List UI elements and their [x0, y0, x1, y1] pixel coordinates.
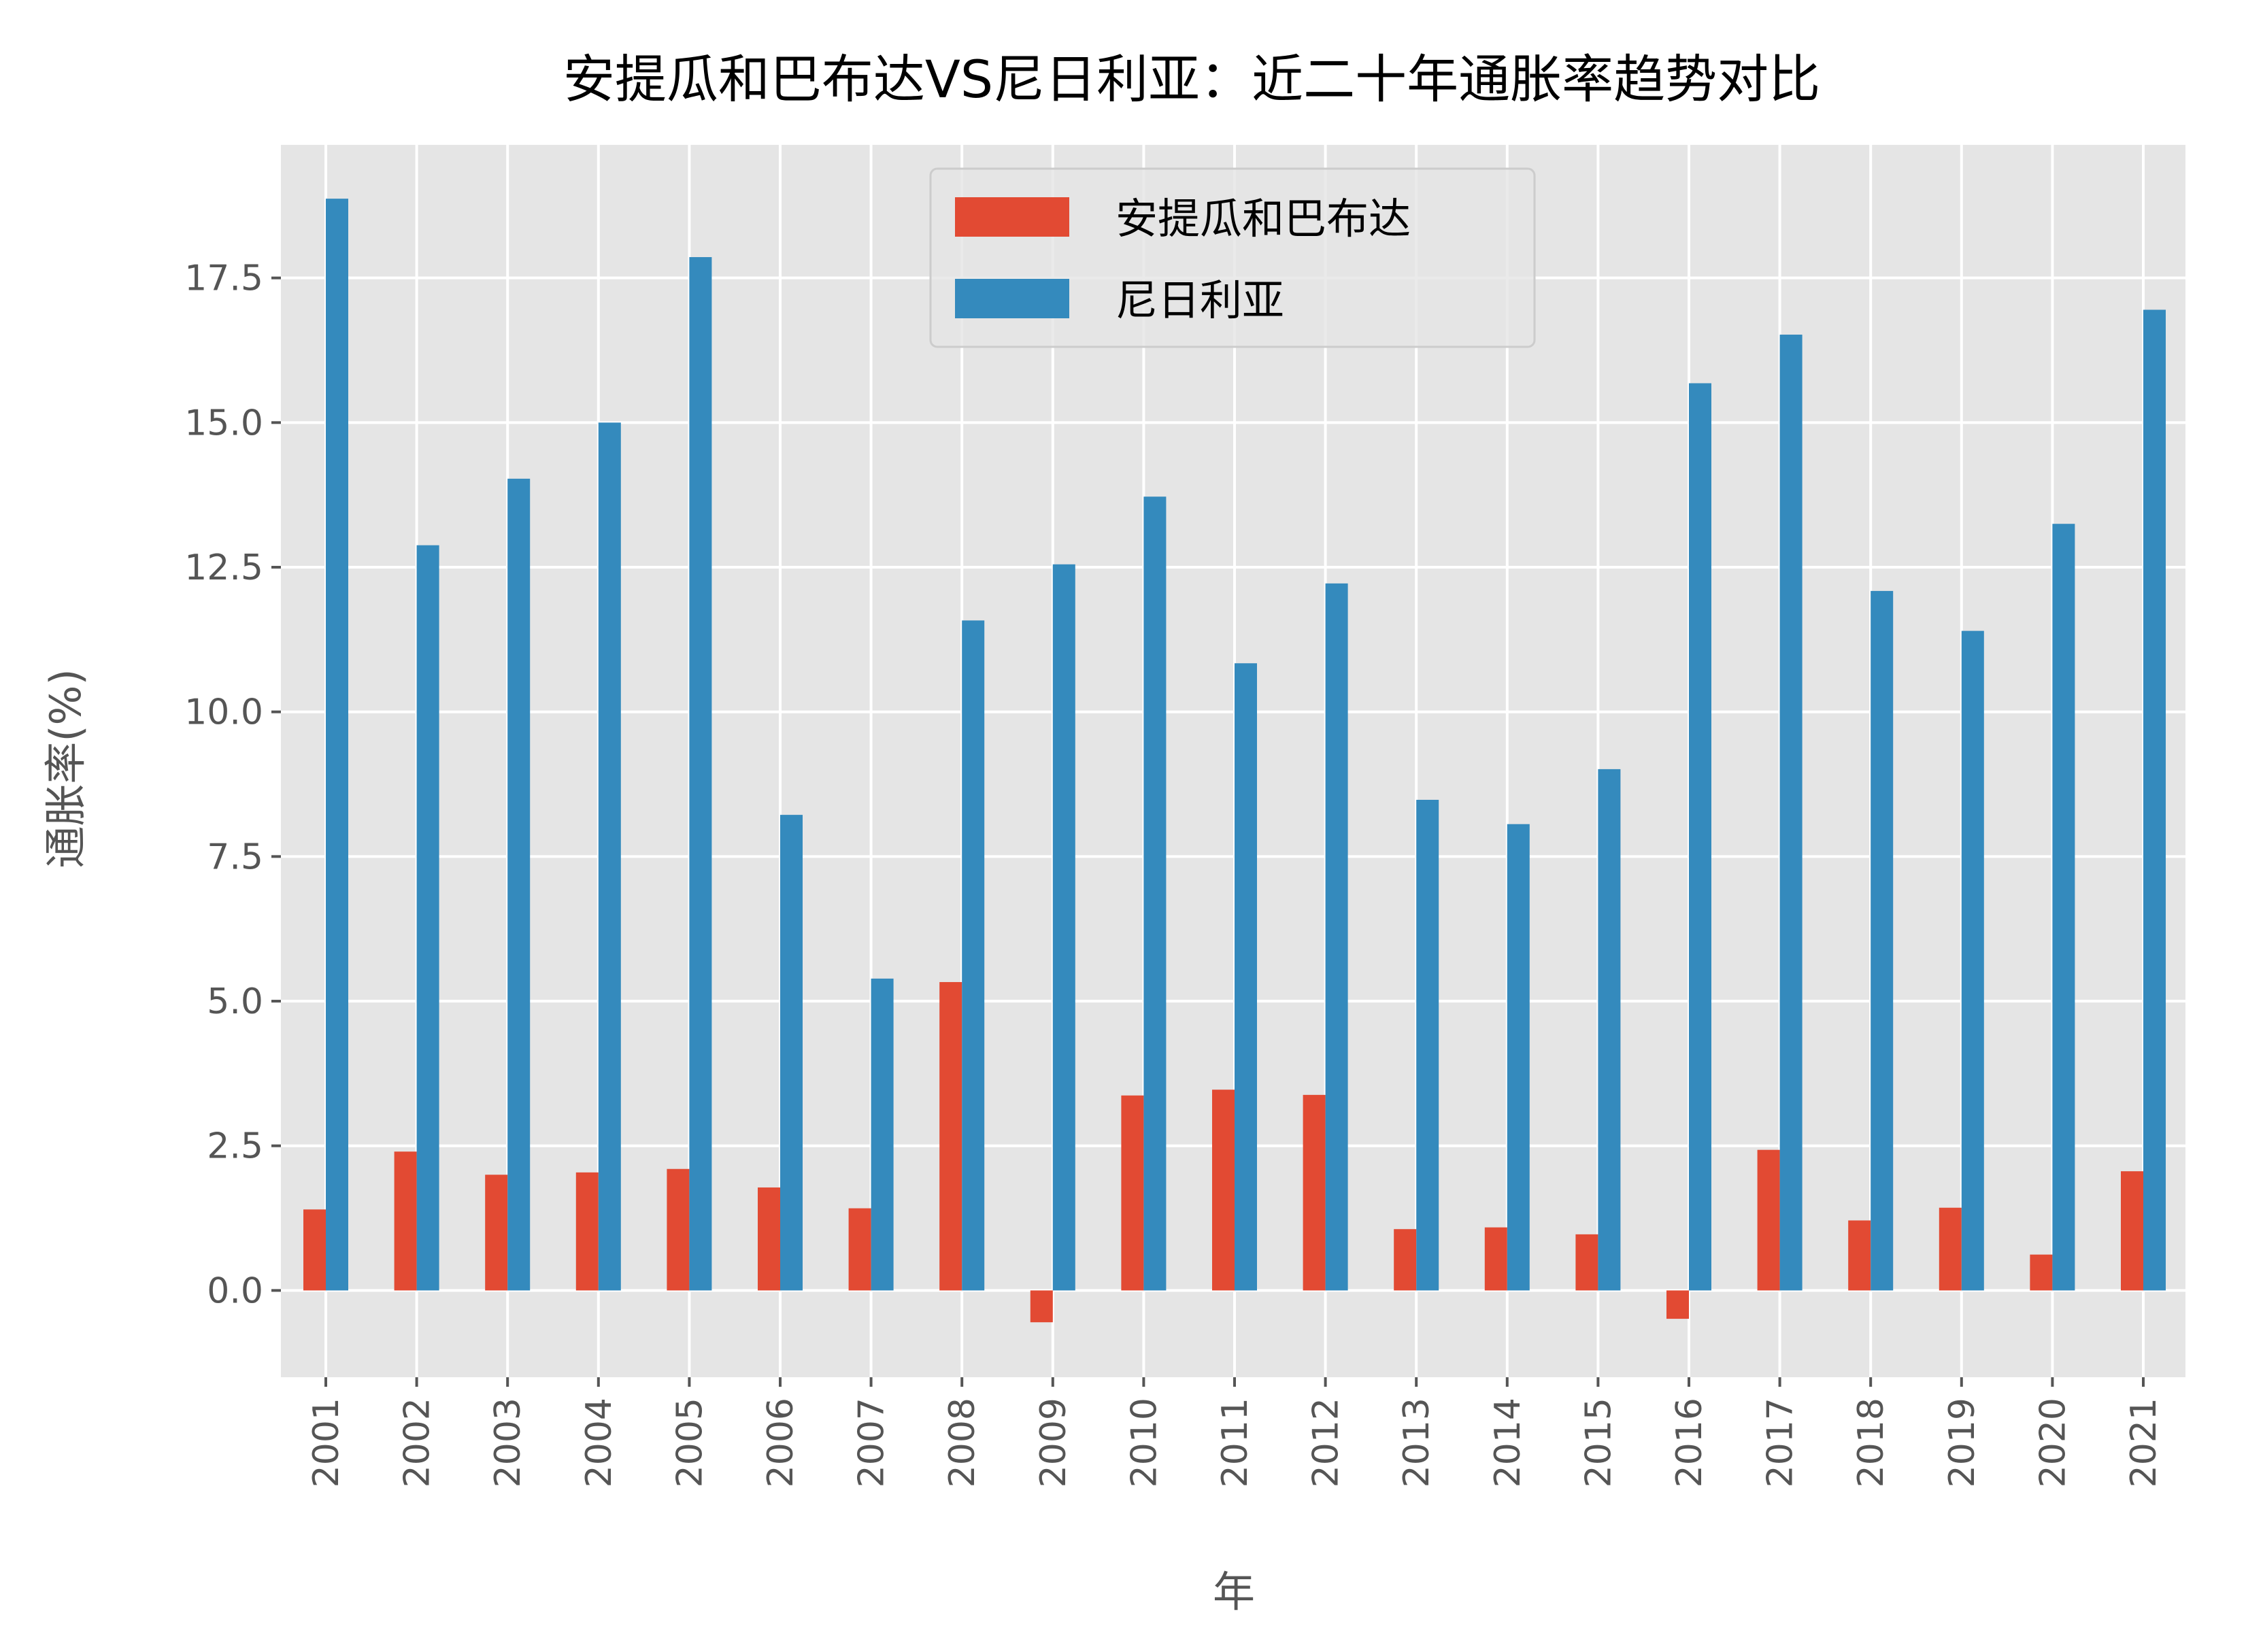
- bar-antigua-2017: [1757, 1149, 1780, 1291]
- legend-swatch-nigeria: [955, 279, 1069, 318]
- bar-nigeria-2003: [507, 478, 531, 1291]
- x-tick-label: 2013: [1396, 1398, 1437, 1487]
- x-tick-label: 2017: [1760, 1398, 1801, 1487]
- y-tick-label: 5.0: [207, 981, 263, 1022]
- legend-label-antigua: 安提瓜和巴布达: [1116, 194, 1411, 243]
- bar-antigua-2014: [1484, 1227, 1507, 1291]
- y-tick-label: 15.0: [184, 403, 263, 443]
- x-tick-label: 2009: [1033, 1398, 1074, 1487]
- legend-swatch-antigua: [955, 197, 1069, 237]
- legend-label-nigeria: 尼日利亚: [1116, 275, 1284, 325]
- bars: [303, 199, 2166, 1323]
- bar-nigeria-2008: [962, 620, 985, 1291]
- bar-nigeria-2018: [1871, 590, 1894, 1291]
- bar-nigeria-2009: [1052, 564, 1075, 1291]
- bar-nigeria-2004: [598, 422, 621, 1291]
- y-tick-label: 12.5: [184, 547, 263, 588]
- bar-nigeria-2019: [1961, 630, 1984, 1291]
- bar-nigeria-2011: [1235, 663, 1257, 1291]
- x-tick-label: 2001: [306, 1398, 347, 1487]
- bar-antigua-2008: [939, 981, 962, 1291]
- chart-title: 安提瓜和巴布达VS尼日利亚：近二十年通胀率趋势对比: [563, 49, 1820, 109]
- bar-nigeria-2001: [326, 199, 348, 1291]
- bar-antigua-2012: [1303, 1094, 1326, 1291]
- bar-nigeria-2020: [2052, 524, 2075, 1291]
- y-axis-label: 通胀率(%): [41, 669, 90, 868]
- x-tick-label: 2018: [1851, 1398, 1892, 1487]
- bar-antigua-2018: [1848, 1220, 1871, 1291]
- bar-nigeria-2021: [2143, 309, 2166, 1291]
- x-tick-label: 2002: [397, 1398, 438, 1487]
- x-tick-label: 2012: [1306, 1398, 1347, 1487]
- x-tick-label: 2015: [1578, 1398, 1619, 1487]
- bar-antigua-2006: [758, 1187, 780, 1291]
- x-tick-label: 2021: [2124, 1398, 2164, 1487]
- x-tick-label: 2007: [852, 1398, 892, 1487]
- bar-antigua-2007: [848, 1208, 871, 1291]
- bar-nigeria-2006: [780, 815, 803, 1291]
- legend-box: [929, 167, 1536, 348]
- y-tick-label: 7.5: [207, 837, 263, 877]
- bar-antigua-2010: [1121, 1095, 1144, 1291]
- bar-antigua-2015: [1575, 1234, 1598, 1291]
- bar-antigua-2013: [1394, 1229, 1417, 1291]
- bar-antigua-2020: [2030, 1254, 2053, 1291]
- bar-nigeria-2014: [1507, 824, 1530, 1291]
- bar-nigeria-2012: [1325, 583, 1348, 1291]
- y-tick-label: 0.0: [207, 1270, 263, 1311]
- x-tick-label: 2004: [579, 1398, 620, 1487]
- bar-antigua-2016: [1666, 1290, 1689, 1319]
- bar-nigeria-2013: [1416, 799, 1439, 1291]
- bar-antigua-2004: [575, 1172, 599, 1291]
- bar-antigua-2003: [485, 1175, 508, 1291]
- bar-antigua-2009: [1030, 1290, 1053, 1323]
- bar-antigua-2002: [394, 1151, 417, 1291]
- x-tick-label: 2008: [942, 1398, 983, 1487]
- bar-nigeria-2016: [1689, 383, 1711, 1291]
- x-tick-label: 2006: [760, 1398, 801, 1487]
- bar-nigeria-2010: [1143, 496, 1167, 1291]
- y-tick-label: 10.0: [184, 692, 263, 733]
- x-tick-label: 2011: [1215, 1398, 1256, 1487]
- legend: 安提瓜和巴布达 尼日利亚: [929, 167, 1536, 348]
- bar-nigeria-2005: [689, 257, 712, 1291]
- bar-antigua-2011: [1212, 1090, 1235, 1291]
- bar-antigua-2021: [2121, 1171, 2143, 1291]
- y-axis: 0.0 2.5 5.0 7.5 10.0 12.5 15.0 17.5: [184, 258, 281, 1311]
- bar-antigua-2005: [667, 1168, 690, 1291]
- x-tick-label: 2019: [1942, 1398, 1983, 1487]
- bar-nigeria-2007: [871, 978, 894, 1291]
- x-axis-label: 年: [1213, 1567, 1255, 1617]
- x-tick-label: 2020: [2032, 1398, 2073, 1487]
- x-tick-label: 2005: [669, 1398, 710, 1487]
- y-tick-label: 17.5: [184, 258, 263, 299]
- x-tick-label: 2010: [1124, 1398, 1164, 1487]
- bar-nigeria-2015: [1598, 769, 1621, 1291]
- bar-nigeria-2002: [416, 545, 439, 1291]
- bar-antigua-2019: [1939, 1207, 1962, 1291]
- bar-nigeria-2017: [1779, 335, 1803, 1291]
- bar-antigua-2001: [303, 1209, 326, 1291]
- x-axis: 2001 2002 2003 2004 2005 2006 2007 2008 2009 2010…: [306, 1377, 2164, 1487]
- y-tick-label: 2.5: [207, 1126, 263, 1167]
- x-tick-label: 2003: [488, 1398, 529, 1487]
- x-tick-label: 2014: [1488, 1398, 1528, 1487]
- x-tick-label: 2016: [1669, 1398, 1710, 1487]
